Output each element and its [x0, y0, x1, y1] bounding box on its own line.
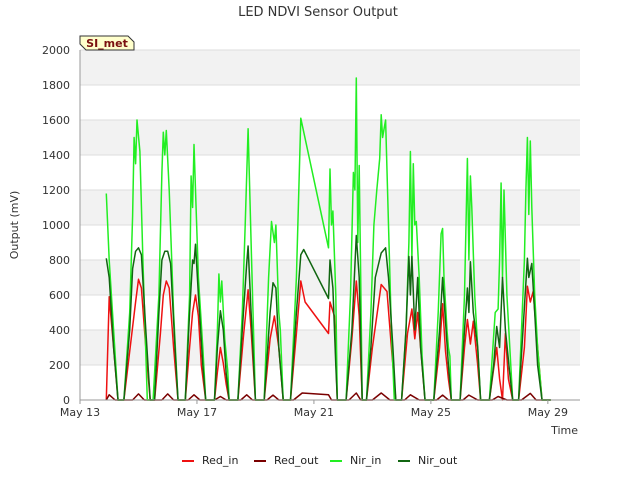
grid-band	[80, 50, 580, 85]
site-badge: SI_met	[79, 35, 135, 51]
x-axis-label: Time	[550, 424, 578, 437]
grid-band	[80, 120, 580, 155]
x-tick-label: May 25	[411, 406, 451, 419]
y-tick-label: 200	[49, 359, 70, 372]
legend: Red_in Red_out Nir_in Nir_out	[182, 454, 458, 467]
legend-item-nir-in[interactable]: Nir_in	[330, 454, 381, 467]
site-badge-label: SI_met	[86, 37, 128, 50]
legend-label: Red_out	[274, 454, 319, 467]
x-axis-ticks: May 13 May 17 May 21 May 25 May 29	[60, 400, 568, 419]
y-tick-label: 1400	[42, 149, 70, 162]
y-tick-label: 1600	[42, 114, 70, 127]
y-tick-label: 1000	[42, 219, 70, 232]
series-line-red-out	[105, 392, 551, 401]
legend-item-red-out[interactable]: Red_out	[254, 454, 319, 467]
legend-label: Nir_in	[350, 454, 381, 467]
y-axis-ticks: 0 200 400 600 800 1000 1200 1400 1600 1800 2000	[42, 44, 70, 407]
legend-item-nir-out[interactable]: Nir_out	[398, 454, 458, 467]
y-tick-label: 400	[49, 324, 70, 337]
series-line-nir-out	[105, 234, 551, 401]
y-tick-label: 1800	[42, 79, 70, 92]
y-tick-label: 800	[49, 254, 70, 267]
x-tick-label: May 21	[294, 406, 334, 419]
legend-label: Red_in	[202, 454, 238, 467]
y-tick-label: 0	[63, 394, 70, 407]
x-tick-label: May 13	[60, 406, 100, 419]
y-tick-label: 1200	[42, 184, 70, 197]
y-tick-label: 600	[49, 289, 70, 302]
legend-label: Nir_out	[418, 454, 458, 467]
axes	[79, 50, 580, 401]
x-tick-label: May 29	[528, 406, 568, 419]
y-tick-label: 2000	[42, 44, 70, 57]
legend-item-red-in[interactable]: Red_in	[182, 454, 238, 467]
chart-title: LED NDVI Sensor Output	[238, 5, 398, 20]
y-axis-label: Output (mV)	[8, 191, 21, 260]
x-tick-label: May 17	[177, 406, 217, 419]
